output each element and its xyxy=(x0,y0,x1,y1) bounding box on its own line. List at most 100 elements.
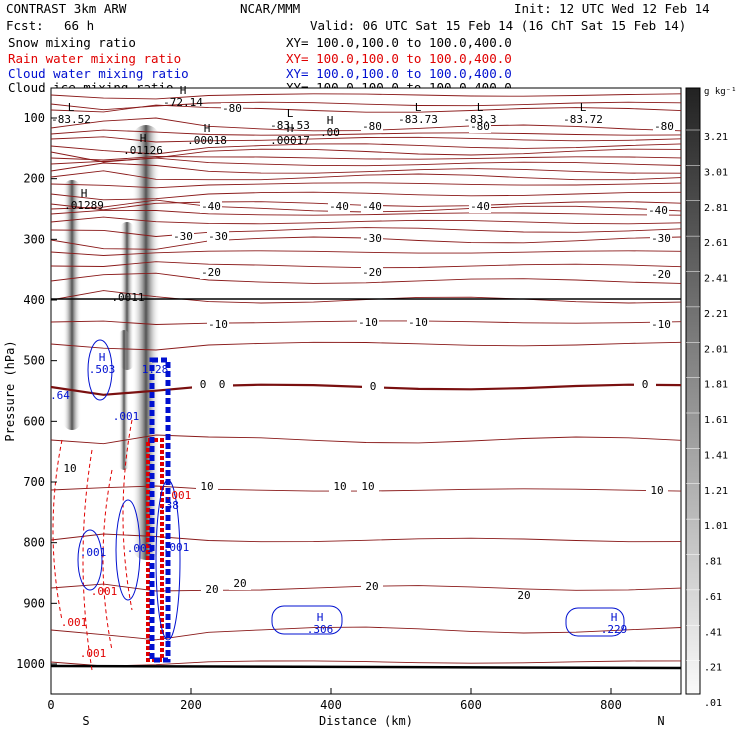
init-time: Init: 12 UTC Wed 12 Feb 14 xyxy=(514,1,710,16)
extremum-marker: H xyxy=(287,122,294,135)
temperature-contour xyxy=(50,191,682,201)
temperature-contour-label: -40 xyxy=(201,200,221,213)
contour-label-bg xyxy=(407,317,429,329)
extremum-marker: H xyxy=(327,114,334,127)
rain-contour xyxy=(102,469,113,651)
temperature-contour-label: -30 xyxy=(362,232,382,245)
field-cloudwater-name: Cloud water mixing ratio xyxy=(8,66,189,81)
temperature-contour-label: -30 xyxy=(208,230,228,243)
colorbar-unit: g kg⁻¹ xyxy=(704,87,737,97)
forecast-hour: 66 h xyxy=(64,18,95,33)
field-contour-label: .001 xyxy=(80,647,107,660)
temperature-contour-label: -80 xyxy=(222,102,242,115)
extremum-marker: L xyxy=(287,107,294,120)
cloud-water-contour xyxy=(271,605,343,635)
valid-time: Valid: 06 UTC Sat 15 Feb 14 (16 ChT Sat … xyxy=(310,18,687,33)
contour-label-bg xyxy=(329,481,351,493)
field-snow-name: Snow mixing ratio xyxy=(8,35,136,50)
rain-contour xyxy=(52,439,63,621)
contour-label-bg xyxy=(229,578,251,590)
temperature-contour xyxy=(50,182,682,189)
extremum-value: .306 xyxy=(307,623,334,636)
extremum-marker: H xyxy=(317,611,324,624)
extremum-marker: H xyxy=(81,187,88,200)
contour-label-bg xyxy=(211,379,233,391)
temperature-contour xyxy=(50,170,682,181)
field-contour-label: .001 xyxy=(113,410,140,423)
colorbar-label: .81 xyxy=(704,557,722,568)
hydrometeor-contours xyxy=(52,339,625,671)
temperature-contour xyxy=(50,272,682,284)
colorbar-label: .01 xyxy=(704,698,722,709)
field-contour-label: .001 xyxy=(165,489,192,502)
temperature-contour-label: -40 xyxy=(470,200,490,213)
colorbar-label: 2.61 xyxy=(704,238,728,249)
x-tick-label: 800 xyxy=(600,698,622,712)
endpoint-right: N xyxy=(657,714,664,728)
colorbar-label: 2.41 xyxy=(704,274,728,285)
extremum-value: .00017 xyxy=(270,134,310,147)
temperature-contour xyxy=(50,626,682,641)
contour-label-bg xyxy=(328,201,350,213)
contour-label-bg xyxy=(207,319,229,331)
x-axis-label: Distance (km) xyxy=(319,714,413,728)
colorbar-label: 1.01 xyxy=(704,521,728,532)
temperature-contour xyxy=(50,157,682,167)
extremum-marker: L xyxy=(415,101,422,114)
temperature-contour xyxy=(50,143,682,155)
contour-label-bg xyxy=(361,267,383,279)
y-tick-label: 700 xyxy=(23,475,45,489)
colorbar-label: 3.01 xyxy=(704,167,728,178)
extremum-marker: H xyxy=(611,611,618,624)
field-cloudwater-xy: XY= 100.0,100.0 to 100.0,400.0 xyxy=(286,66,512,81)
colorbar-label: 3.21 xyxy=(704,132,728,143)
x-tick-label: 600 xyxy=(460,698,482,712)
contour-label-bg xyxy=(361,121,383,133)
extremum-marker: H xyxy=(99,351,106,364)
temperature-contour-label: 20 xyxy=(517,589,530,602)
forecast-label: Fcst: xyxy=(6,18,44,33)
extremum-value: .00018 xyxy=(187,134,227,147)
contour-label-bg xyxy=(361,581,383,593)
colorbar-label: 2.21 xyxy=(704,309,728,320)
field-contour-label: .0011 xyxy=(111,291,144,304)
extremum-marker: H xyxy=(180,84,187,97)
field-contour-label: .001 xyxy=(80,546,107,559)
endpoint-left: S xyxy=(82,714,89,728)
contour-label-bg xyxy=(207,231,229,243)
temperature-contour-label: 10 xyxy=(63,462,76,475)
colorbar-label: .21 xyxy=(704,663,722,674)
cloud-water-contour xyxy=(87,339,113,401)
cloud-water-contour xyxy=(77,529,103,591)
contour-label-bg xyxy=(647,205,669,217)
contour-label-bg xyxy=(513,590,535,602)
temperature-contour-label: -40 xyxy=(648,204,668,217)
contour-label-bg xyxy=(650,233,672,245)
field-contour-label: .001 xyxy=(127,542,154,555)
contour-annotations: -80 -80 -80 -80 -40 -40 -40 -40 -40 -30 -30 -30 -30 -… xyxy=(50,84,675,660)
temperature-contour-label: -40 xyxy=(329,200,349,213)
field-contour-label: .001 xyxy=(91,585,118,598)
field-contour-label: .001 xyxy=(61,616,88,629)
temperature-contour xyxy=(50,341,682,351)
temperature-contour xyxy=(50,136,682,143)
field-contour-label: .38 xyxy=(159,499,179,512)
contour-label-bg xyxy=(361,233,383,245)
temperature-contour xyxy=(50,101,682,111)
colorbar-label: 1.21 xyxy=(704,486,728,497)
contour-label-bg xyxy=(59,463,81,475)
y-tick-label: 400 xyxy=(23,293,45,307)
temperature-contour xyxy=(50,434,682,445)
contour-label-bg xyxy=(362,381,384,393)
contour-label-bg xyxy=(653,121,675,133)
snow-plume xyxy=(119,330,129,470)
contour-label-bg xyxy=(361,201,383,213)
contour-label-bg xyxy=(634,379,656,391)
contour-label-bg xyxy=(650,319,672,331)
snow-plume xyxy=(132,125,160,560)
y-tick-label: 500 xyxy=(23,354,45,368)
extremum-value: -72.14 xyxy=(163,96,203,109)
temperature-contour xyxy=(50,156,682,161)
temperature-contour-label: -80 xyxy=(654,120,674,133)
temperature-contour xyxy=(50,162,682,174)
